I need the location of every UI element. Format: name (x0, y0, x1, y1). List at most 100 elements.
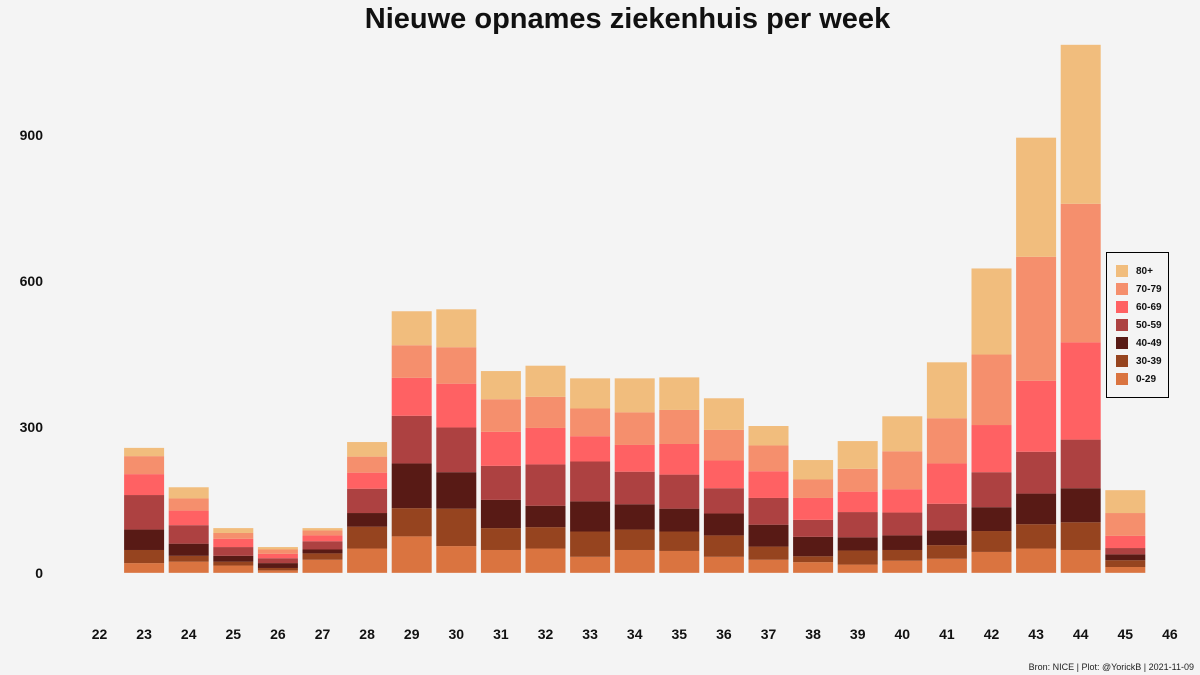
chart-title: Nieuwe opnames ziekenhuis per week (364, 3, 891, 35)
bar-segment-80+-week-39 (837, 441, 878, 469)
bar-segment-70-79-week-42 (971, 354, 1012, 426)
legend-item: 80+ (1116, 262, 1168, 280)
bar-segment-70-79-week-40 (882, 451, 923, 490)
x-tick-label: 44 (1073, 626, 1089, 642)
bar-segment-50-59-week-44 (1060, 439, 1101, 489)
bar-segment-30-39-week-33 (570, 531, 611, 557)
bar-segment-40-49-week-28 (347, 513, 388, 527)
bar-segment-70-79-week-38 (793, 479, 834, 498)
bar-segment-40-49-week-35 (659, 508, 700, 532)
bar-segment-80+-week-35 (659, 377, 700, 410)
bar-segment-70-79-week-25 (213, 532, 254, 539)
bar-segment-60-69-week-24 (168, 510, 209, 526)
legend-item: 50-59 (1116, 316, 1168, 334)
legend-swatch (1116, 373, 1128, 385)
bar-segment-0-29-week-40 (882, 560, 923, 573)
bar-segment-50-59-week-37 (748, 497, 789, 525)
bar-segment-70-79-week-37 (748, 445, 789, 472)
bar-segment-70-79-week-34 (614, 412, 655, 445)
bar-segment-40-49-week-34 (614, 504, 655, 530)
bar-segment-80+-week-27 (302, 528, 343, 531)
legend-label: 80+ (1136, 265, 1153, 277)
bar-segment-30-39-week-23 (124, 549, 165, 564)
bar-segment-40-49-week-29 (391, 463, 432, 509)
legend-item: 30-39 (1116, 352, 1168, 370)
legend-item: 0-29 (1116, 370, 1168, 388)
bar-segment-40-49-week-23 (124, 529, 165, 550)
bar-segment-40-49-week-40 (882, 535, 923, 550)
bar-segment-60-69-week-45 (1105, 535, 1146, 549)
bar-segment-40-49-week-39 (837, 537, 878, 551)
legend: 80+ 70-79 60-69 50-59 40-49 30-39 0-29 (1106, 252, 1169, 398)
bar-segment-30-39-week-27 (302, 553, 343, 560)
bar-segment-30-39-week-34 (614, 529, 655, 550)
x-tick-label: 38 (805, 626, 821, 642)
bar-segment-30-39-week-36 (703, 535, 744, 557)
bar-segment-0-29-week-42 (971, 551, 1012, 573)
bar-segment-70-79-week-44 (1060, 203, 1101, 343)
legend-swatch (1116, 301, 1128, 313)
bar-segment-30-39-week-32 (525, 527, 566, 549)
bar-segment-80+-week-37 (748, 426, 789, 446)
x-tick-label: 37 (761, 626, 777, 642)
bar-segment-40-49-week-32 (525, 505, 566, 528)
x-tick-label: 32 (538, 626, 554, 642)
y-tick-label: 600 (20, 273, 44, 289)
bar-segment-40-49-week-25 (213, 555, 254, 562)
bar-segment-60-69-week-31 (480, 431, 521, 466)
bar-segment-0-29-week-36 (703, 556, 744, 573)
x-tick-label: 28 (359, 626, 375, 642)
bar-segment-60-69-week-35 (659, 443, 700, 475)
bar-segment-40-49-week-43 (1016, 493, 1057, 525)
bar-segment-30-39-week-44 (1060, 522, 1101, 550)
bar-segment-0-29-week-28 (347, 548, 388, 573)
bar-segment-0-29-week-39 (837, 564, 878, 573)
bar-segment-0-29-week-32 (525, 548, 566, 573)
bar-segment-70-79-week-23 (124, 456, 165, 475)
bar-segment-0-29-week-43 (1016, 548, 1057, 573)
bar-segment-30-39-week-24 (168, 555, 209, 562)
bar-segment-70-79-week-43 (1016, 256, 1057, 381)
bar-segment-50-59-week-28 (347, 488, 388, 514)
bar-segment-50-59-week-35 (659, 474, 700, 509)
bar-segment-80+-week-34 (614, 378, 655, 413)
bar-segment-40-49-week-27 (302, 549, 343, 554)
x-tick-label: 30 (449, 626, 465, 642)
bar-segment-0-29-week-33 (570, 556, 611, 573)
bar-segment-60-69-week-32 (525, 427, 566, 465)
legend-swatch (1116, 265, 1128, 277)
bar-segment-30-39-week-39 (837, 550, 878, 565)
bar-segment-60-69-week-26 (257, 553, 298, 559)
bar-segment-80+-week-25 (213, 528, 254, 533)
legend-swatch (1116, 319, 1128, 331)
bar-segment-0-29-week-44 (1060, 549, 1101, 573)
bar-segment-50-59-week-38 (793, 519, 834, 537)
x-tick-label: 46 (1162, 626, 1178, 642)
bar-segment-80+-week-30 (436, 309, 477, 348)
bar-segment-60-69-week-40 (882, 489, 923, 513)
bar-segment-40-49-week-37 (748, 524, 789, 547)
bar-segment-60-69-week-30 (436, 383, 477, 428)
x-tick-label: 33 (582, 626, 598, 642)
bar-segment-80+-week-43 (1016, 137, 1057, 257)
legend-swatch (1116, 355, 1128, 367)
bar-segment-50-59-week-25 (213, 547, 254, 556)
bar-segment-40-49-week-44 (1060, 488, 1101, 523)
bar-segment-80+-week-28 (347, 442, 388, 457)
bar-segment-30-39-week-35 (659, 531, 700, 551)
bar-segment-50-59-week-34 (614, 471, 655, 505)
bar-segment-40-49-week-31 (480, 499, 521, 529)
legend-swatch (1116, 337, 1128, 349)
bar-segment-80+-week-24 (168, 487, 209, 499)
bar-segment-0-29-week-38 (793, 562, 834, 573)
bar-segment-30-39-week-40 (882, 549, 923, 561)
bar-segment-50-59-week-30 (436, 427, 477, 473)
x-tick-label: 39 (850, 626, 866, 642)
bar-segment-70-79-week-31 (480, 399, 521, 432)
bar-segment-0-29-week-45 (1105, 567, 1146, 573)
bar-segment-50-59-week-45 (1105, 548, 1146, 555)
x-tick-label: 41 (939, 626, 955, 642)
x-tick-label: 25 (226, 626, 242, 642)
bar-segment-40-49-week-26 (257, 563, 298, 568)
bar-segment-30-39-week-45 (1105, 560, 1146, 568)
